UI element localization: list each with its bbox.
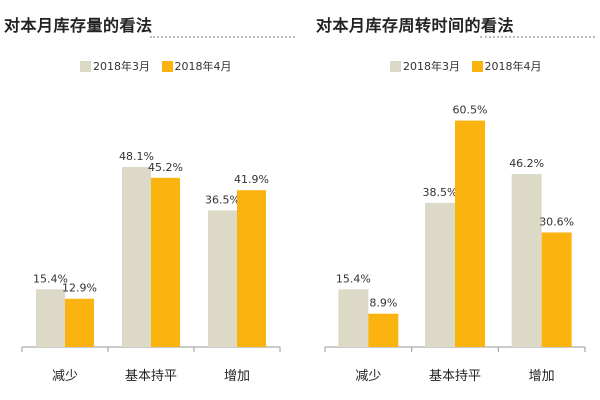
bar-增加-2018年3月	[208, 210, 237, 347]
bar-减少-2018年4月	[65, 298, 94, 347]
bar-chart-inventory: 15.4%12.9% 减少 48.1%45.2% 基本持平 36.5% 41.9% 增加	[21, 150, 281, 384]
bar-基本持平-2018年3月	[425, 202, 455, 347]
chart-title: 对本月库存周转时间的看法	[316, 16, 515, 35]
legend-item-series-1: 2018年3月	[80, 58, 150, 74]
chart-header: 对本月库存周转时间的看法	[300, 6, 600, 38]
chart-title: 对本月库存量的看法	[4, 16, 153, 35]
data-label: 46.2%	[509, 157, 544, 170]
bar-基本持平-2018年4月	[455, 120, 485, 347]
data-label: 8.9%	[369, 297, 397, 310]
chart-legend: 2018年3月 2018年4月	[390, 58, 550, 74]
data-label: 45.2%	[148, 161, 183, 174]
data-label: 48.1%	[119, 150, 154, 163]
legend-item-series-2: 2018年4月	[161, 58, 232, 74]
category-label: 减少	[52, 369, 78, 384]
data-label: 36.5%	[205, 193, 240, 206]
data-label: 60.5%	[453, 104, 488, 117]
chart-legend: 2018年3月 2018年4月	[80, 58, 240, 74]
chart-panel-turnover: 对本月库存周转时间的看法 2018年3月 2018年4月 15.4% 8.9% 减少…	[300, 0, 600, 400]
legend-swatch	[80, 60, 91, 72]
bar-增加-2018年3月	[511, 174, 542, 347]
data-label: 15.4%	[33, 272, 68, 285]
category-label: 基本持平	[125, 369, 177, 384]
category-label: 减少	[355, 369, 381, 384]
bar-增加-2018年4月	[237, 190, 266, 347]
legend-label: 2018年4月	[484, 60, 542, 73]
dotted-divider	[150, 36, 295, 38]
bar-减少-2018年3月	[338, 289, 369, 347]
category-label: 增加	[224, 369, 250, 384]
legend-swatch	[390, 60, 401, 72]
dotted-divider	[480, 36, 595, 38]
data-label: 38.5%	[423, 186, 458, 199]
legend-label: 2018年3月	[403, 60, 460, 73]
data-label: 15.4%	[336, 272, 371, 285]
legend-label: 2018年4月	[174, 60, 232, 73]
data-label: 41.9%	[234, 173, 269, 186]
bar-减少-2018年4月	[368, 313, 399, 347]
bar-增加-2018年4月	[541, 232, 572, 347]
legend-swatch	[471, 60, 483, 72]
chart-panel-inventory: 对本月库存量的看法 2018年3月 2018年4月 15.4% 12.9% 减少 48…	[0, 6, 300, 384]
data-label: 30.6%	[539, 215, 574, 228]
legend-label: 2018年3月	[93, 60, 150, 73]
bar-减少-2018年3月	[36, 289, 65, 347]
bar-基本持平-2018年4月	[151, 177, 180, 347]
category-label: 增加	[529, 369, 555, 384]
legend-swatch	[161, 60, 173, 72]
data-label: 12.9%	[62, 282, 97, 295]
bar-chart-turnover: 15.4% 8.9% 减少 38.5% 60.5% 基本持平 46.2% 30.6% 增加	[324, 104, 586, 384]
category-label: 基本持平	[429, 369, 481, 384]
chart-header: 对本月库存量的看法	[0, 6, 300, 38]
legend-item-series-1: 2018年3月	[390, 58, 460, 74]
legend-item-series-2: 2018年4月	[471, 58, 542, 74]
bar-基本持平-2018年3月	[122, 166, 151, 347]
